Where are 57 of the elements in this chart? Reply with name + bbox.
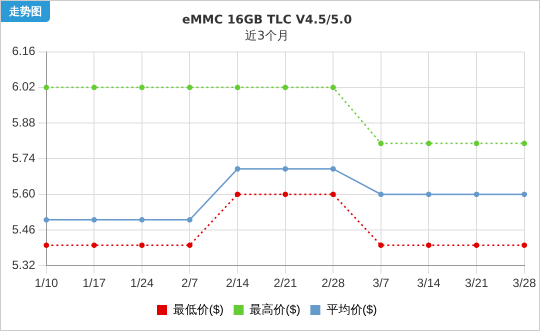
chart-subtitle: 近3个月 <box>245 28 289 43</box>
point <box>426 140 432 146</box>
point <box>91 217 97 223</box>
point <box>426 192 432 198</box>
legend-label: 最低价($) <box>173 302 224 316</box>
point <box>474 192 480 198</box>
point <box>426 242 432 248</box>
y-tick-label: 6.02 <box>12 80 36 94</box>
x-tick-label: 3/28 <box>512 276 536 290</box>
point <box>139 217 145 223</box>
point <box>186 84 192 90</box>
point <box>234 84 240 90</box>
x-tick-label: 1/24 <box>130 276 154 290</box>
x-tick-label: 2/7 <box>181 276 198 290</box>
y-tick-label: 5.46 <box>12 222 36 236</box>
x-tick-label: 1/17 <box>82 276 106 290</box>
legend-label: 最高价($) <box>250 302 300 316</box>
legend-label: 平均价($) <box>326 302 378 316</box>
y-tick-label: 5.88 <box>12 115 36 130</box>
point <box>44 84 50 90</box>
text: 走势图 <box>1 1 50 22</box>
point <box>522 140 528 146</box>
point <box>186 217 192 223</box>
point <box>522 192 528 198</box>
x-tick-label: 2/28 <box>321 276 346 290</box>
point <box>91 84 97 90</box>
point <box>474 140 480 146</box>
point <box>234 192 240 198</box>
x-tick-label: 2/21 <box>274 276 298 290</box>
chart-title: eMMC 16GB TLC V4.5/5.0 <box>182 12 352 26</box>
x-tick-label: 1/10 <box>34 276 58 290</box>
point <box>139 84 145 90</box>
point <box>282 84 288 90</box>
x-tick-label: 2/14 <box>226 276 250 290</box>
point <box>474 242 480 248</box>
point <box>522 242 528 248</box>
point <box>139 242 145 248</box>
x-tick-label: 3/7 <box>372 276 390 290</box>
y-tick-label: 5.32 <box>12 258 36 272</box>
point <box>44 242 50 248</box>
y-tick-label: 6.16 <box>12 44 36 58</box>
y-tick-label: 5.74 <box>12 151 36 166</box>
point <box>282 192 288 198</box>
point <box>330 84 336 90</box>
point <box>378 242 384 248</box>
point <box>91 242 97 248</box>
point <box>330 192 336 198</box>
point <box>44 217 50 223</box>
x-tick-label: 3/21 <box>464 276 489 290</box>
point <box>282 166 288 172</box>
point <box>234 166 240 172</box>
point <box>186 242 192 248</box>
x-tick-label: 3/14 <box>417 276 441 290</box>
point <box>330 166 336 172</box>
point <box>378 192 384 198</box>
point <box>378 140 384 146</box>
y-tick-label: 5.60 <box>12 186 36 201</box>
